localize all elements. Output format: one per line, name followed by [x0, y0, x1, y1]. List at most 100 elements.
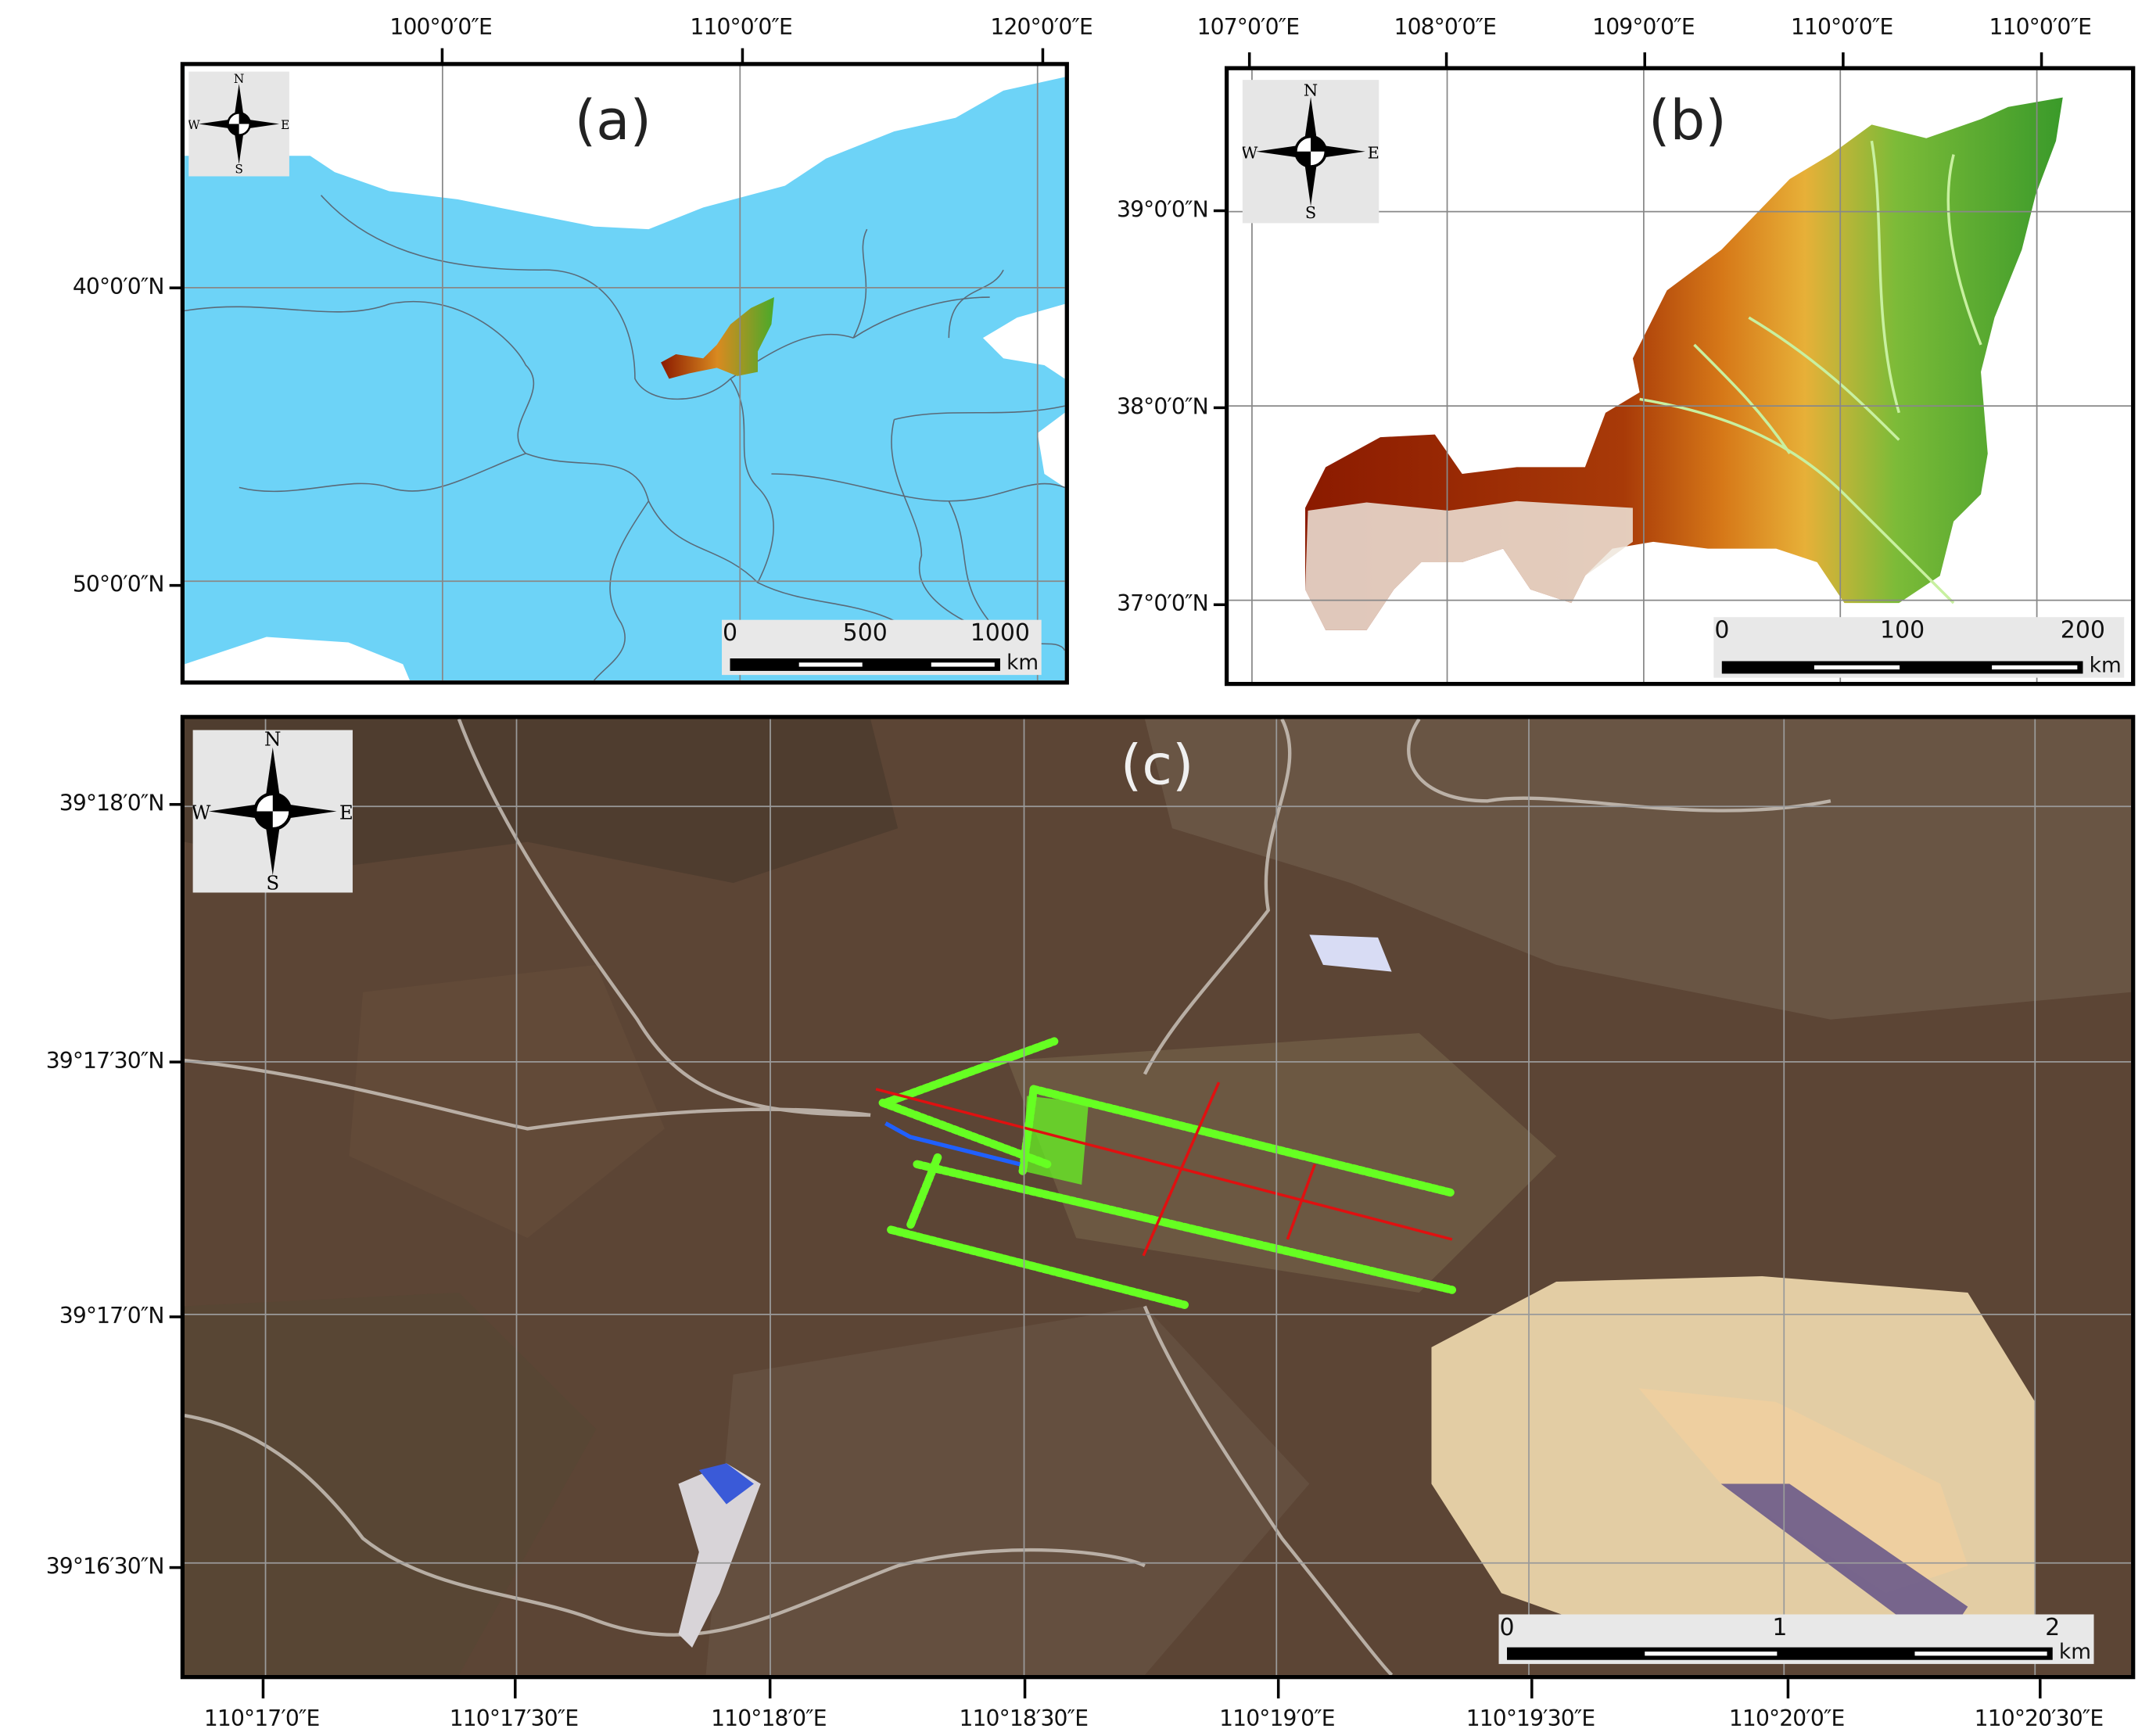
- compass-letter-s: S: [1305, 203, 1316, 222]
- longitude-label: 110°17′0″E: [203, 1705, 320, 1732]
- river-line: [1748, 316, 1900, 441]
- compass-letter-n: N: [1304, 81, 1318, 99]
- scale-bar-segment: [1991, 665, 2078, 670]
- scale-bar-unit: km: [2058, 1639, 2091, 1664]
- map-canvas: [1229, 70, 2132, 682]
- tick-mark: [169, 802, 184, 805]
- land-cover-patch: [1144, 719, 2132, 1020]
- compass-letter-e: E: [1368, 143, 1379, 162]
- scale-bar-graphic: [1507, 1647, 2053, 1660]
- map-panel-c: [180, 715, 2136, 1680]
- tick-mark: [261, 1679, 264, 1698]
- road-line: [1143, 719, 1292, 1075]
- panel-label-b: (b): [1648, 89, 1727, 153]
- scale-bar-label: 100: [1880, 617, 1925, 645]
- scale-bar-segment: [1814, 665, 1900, 670]
- compass-rose-b: N S W E: [1241, 80, 1379, 224]
- latitude-label: 39°17′0″N: [59, 1302, 165, 1329]
- boundary-line: [593, 500, 650, 681]
- scale-bar-label: 0: [723, 619, 738, 647]
- elevation-dem: [1305, 97, 2063, 630]
- road-line: [185, 1414, 1146, 1637]
- tick-mark: [1444, 52, 1448, 70]
- road-line: [185, 1058, 871, 1131]
- scale-bar-label: 200: [2060, 617, 2105, 645]
- tick-mark: [169, 286, 184, 289]
- latitude-label: 37°0′0″N: [1117, 590, 1209, 617]
- tick-mark: [1786, 1679, 1789, 1698]
- land-cover-patch: [1720, 1483, 1968, 1648]
- land-cover-patch: [349, 964, 665, 1239]
- survey-line: [906, 1153, 942, 1230]
- profile-line: [1142, 1081, 1221, 1257]
- compass-letter-e: E: [281, 118, 289, 132]
- river-line: [1693, 343, 1792, 454]
- scale-bar-a: 0 500 1000 km: [722, 619, 1042, 676]
- compass-icon: N S W E: [191, 728, 353, 895]
- profile-line: [1286, 1164, 1317, 1240]
- compass-letter-w: W: [188, 118, 199, 132]
- compass-letter-w: W: [1243, 143, 1258, 162]
- compass-icon: N S W E: [188, 72, 290, 177]
- land-cover-patch: [185, 719, 899, 884]
- road-line: [1143, 1305, 1394, 1675]
- latitude-label: 39°0′0″N: [1117, 196, 1209, 223]
- compass-rose-c: N S W E: [191, 728, 353, 895]
- tick-mark: [169, 583, 184, 586]
- profile-line: [875, 1088, 1453, 1241]
- scale-bar-b: 0 100 200 km: [1713, 617, 2125, 678]
- panel-label-c: (c): [1120, 733, 1194, 798]
- blue-line: [884, 1121, 1021, 1167]
- tick-mark: [1643, 52, 1646, 70]
- longitude-label: 110°19′30″E: [1466, 1705, 1596, 1732]
- scale-bar-segment: [931, 662, 995, 667]
- survey-line: [878, 1099, 1052, 1169]
- survey-line: [887, 1225, 1189, 1309]
- scale-bar-label: 0: [1714, 617, 1730, 645]
- tick-mark: [741, 48, 744, 65]
- latitude-label: 38°0′0″N: [1117, 393, 1209, 420]
- province-boundaries: [185, 195, 1065, 681]
- tick-mark: [1041, 48, 1044, 65]
- scale-bar-label: 0: [1499, 1614, 1515, 1642]
- scale-bar-label: 2: [2045, 1614, 2061, 1642]
- compass-quadrants: [228, 113, 250, 135]
- latitude-label: 39°18′0″N: [59, 790, 165, 816]
- boundary-line: [730, 378, 774, 583]
- survey-line: [913, 1160, 1457, 1294]
- boundary-line: [771, 296, 1065, 502]
- latitude-label: 39°16′30″N: [45, 1553, 165, 1580]
- tick-mark: [169, 1566, 184, 1569]
- tick-mark: [2040, 52, 2043, 70]
- profile-lines: [875, 1081, 1453, 1257]
- scale-bar-graphic: [730, 658, 1000, 671]
- longitude-label: 110°0′0″E: [1989, 13, 2092, 41]
- longitude-label: 109°0′0″E: [1592, 13, 1695, 41]
- outside-region-north: [185, 66, 1065, 230]
- longitude-label: 108°0′0″E: [1394, 13, 1497, 41]
- tick-mark: [169, 1315, 184, 1318]
- outside-region-southwest: [185, 637, 410, 681]
- map-canvas: [185, 66, 1065, 681]
- scale-bar-segment: [798, 662, 863, 667]
- compass-rose-a: N S W E: [188, 71, 290, 177]
- sea-southeast: [1037, 412, 1065, 488]
- map-canvas: [185, 719, 2132, 1675]
- land-cover-patch: [1638, 1388, 1968, 1594]
- tick-mark: [514, 1679, 516, 1698]
- tick-mark: [440, 48, 443, 65]
- scale-bar-unit: km: [1006, 650, 1039, 676]
- compass-letter-s: S: [266, 872, 279, 893]
- longitude-label: 110°17′30″E: [449, 1705, 579, 1732]
- longitude-label: 100°0′0″E: [389, 13, 492, 41]
- tick-mark: [1276, 1679, 1279, 1698]
- tick-mark: [1213, 209, 1228, 212]
- compass-quadrants: [1295, 136, 1326, 167]
- road-line: [457, 719, 871, 1117]
- tick-mark: [1213, 406, 1228, 409]
- tick-mark: [1530, 1679, 1533, 1698]
- longitude-label: 110°20′0″E: [1728, 1705, 1845, 1732]
- land-cover-patch: [1007, 1033, 1557, 1293]
- tick-mark: [1247, 52, 1250, 70]
- panel-label-a: (a): [574, 89, 651, 153]
